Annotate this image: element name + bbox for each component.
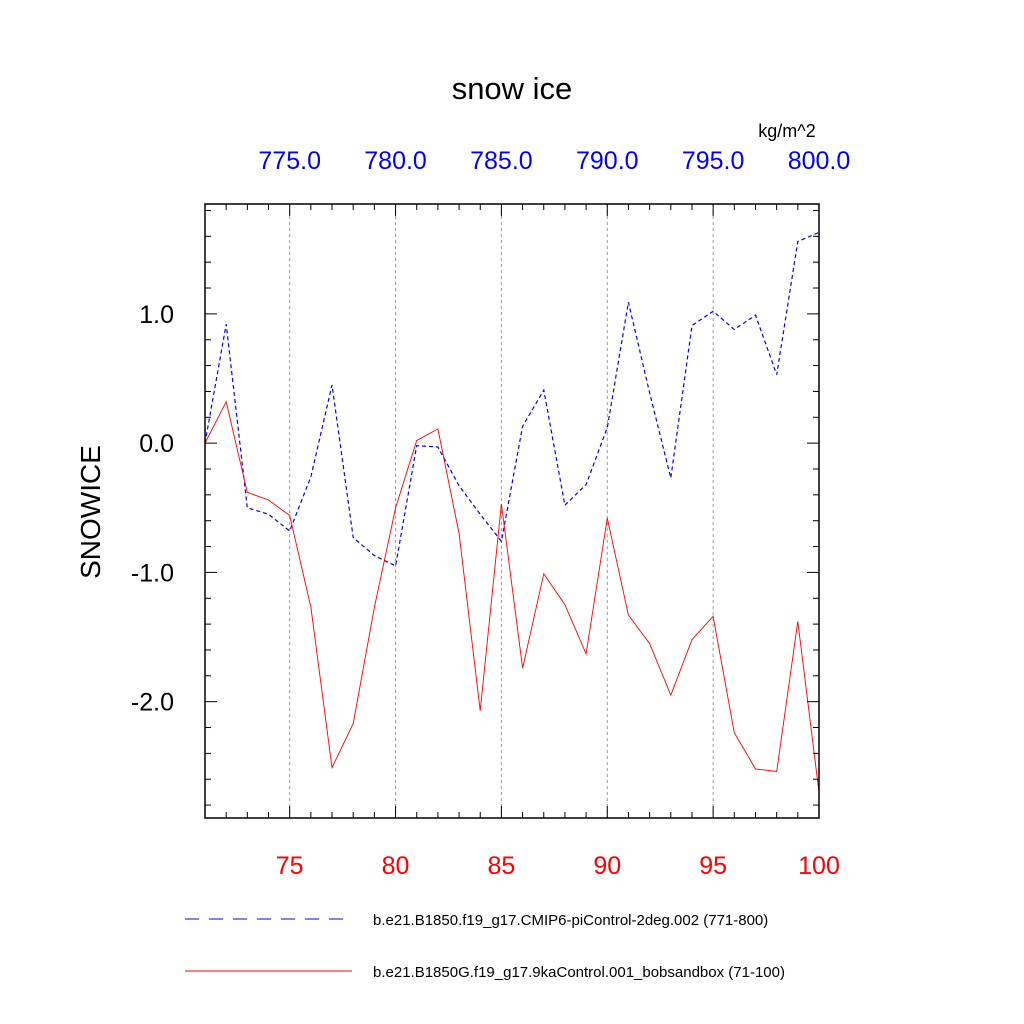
legend: b.e21.B1850.f19_g17.CMIP6-piControl-2deg… <box>185 912 785 981</box>
y-tick-label: -2.0 <box>131 689 174 717</box>
top-tick-label: 790.0 <box>576 147 639 175</box>
y-axis-label: SNOWICE <box>75 445 106 579</box>
top-tick-label: 795.0 <box>682 147 745 175</box>
bottom-tick-label: 100 <box>798 852 840 880</box>
axes: 75 80 85 90 95 100 775.0 780.0 785.0 790.0 795.0 80… <box>131 147 850 880</box>
chart-title: snow ice <box>452 71 573 106</box>
bottom-tick-label: 95 <box>699 852 727 880</box>
top-tick-label: 775.0 <box>258 147 321 175</box>
legend-label-picontrol: b.e21.B1850.f19_g17.CMIP6-piControl-2deg… <box>373 912 768 929</box>
units-label: kg/m^2 <box>758 121 815 141</box>
top-tick-label: 780.0 <box>364 147 427 175</box>
bottom-tick-label: 90 <box>593 852 621 880</box>
vertical-grid <box>289 204 714 818</box>
plot-area-border <box>204 203 820 819</box>
top-tick-label: 785.0 <box>470 147 533 175</box>
bottom-tick-label: 75 <box>276 852 304 880</box>
y-tick-label: 0.0 <box>139 430 174 458</box>
bottom-tick-label: 80 <box>382 852 410 880</box>
bottom-tick-label: 85 <box>488 852 516 880</box>
series-lines <box>204 231 820 793</box>
top-tick-label: 800.0 <box>788 147 851 175</box>
series-line-9kacontrol <box>204 400 820 793</box>
y-tick-label: -1.0 <box>131 559 174 587</box>
legend-label-9kacontrol: b.e21.B1850G.f19_g17.9kaControl.001_bobs… <box>373 964 785 981</box>
series-line-picontrol <box>204 231 820 567</box>
y-tick-label: 1.0 <box>139 301 174 329</box>
